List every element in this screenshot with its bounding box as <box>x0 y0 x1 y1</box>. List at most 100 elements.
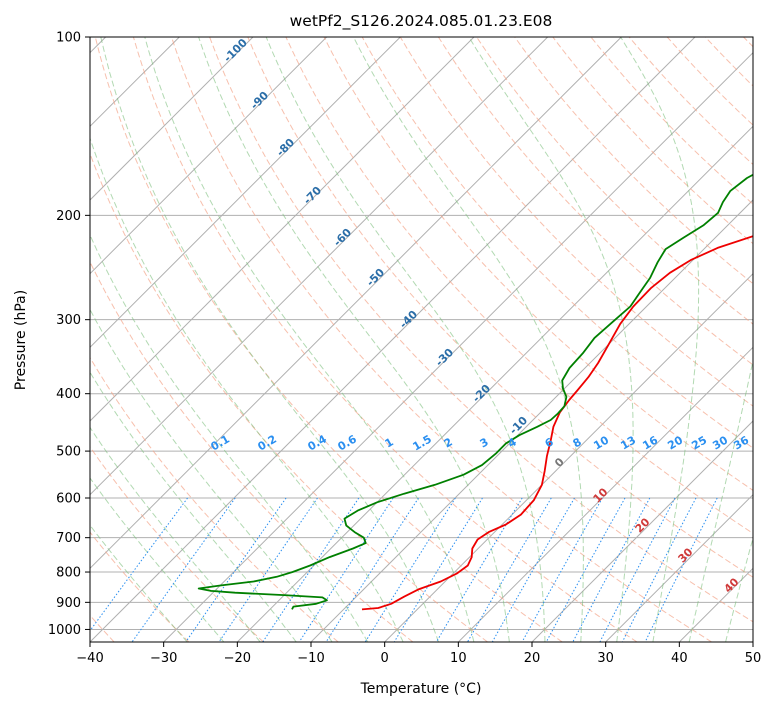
moist-adiabat <box>688 358 753 642</box>
isotherm-line <box>90 37 254 201</box>
mixing-ratio-label: 0.1 <box>209 432 232 453</box>
isotherm-line <box>90 37 549 496</box>
y-axis-ticks: 100 200 300 400 500 600 700 800 900 1000 <box>48 31 90 638</box>
mixing-ratio-label: 0.2 <box>256 432 279 453</box>
isotherm-line <box>90 37 622 570</box>
moist-adiabat <box>265 37 546 642</box>
moist-adiabat-label: 40 <box>722 575 742 595</box>
moist-adiabat <box>144 37 475 642</box>
moist-adiabat <box>90 524 188 642</box>
dry-adiabat-label: -10 <box>507 414 530 437</box>
y-tick-label: 800 <box>56 566 81 581</box>
dry-adiabat <box>704 37 753 87</box>
mixing-ratio-line <box>545 497 626 642</box>
mixing-ratio-label: 13 <box>618 434 638 453</box>
moist-adiabat <box>90 136 404 642</box>
isotherm-line <box>678 567 753 642</box>
mixing-ratio-line <box>90 497 188 632</box>
dry-adiabat-label: -30 <box>433 346 456 369</box>
moist-adiabat-label: 30 <box>676 545 696 565</box>
dry-adiabat <box>94 37 563 642</box>
y-tick-label: 300 <box>56 313 81 328</box>
mixing-ratio-label: 25 <box>689 434 709 453</box>
dry-adiabat <box>209 37 753 623</box>
x-tick-label: −40 <box>76 651 103 666</box>
mixing-ratio-line <box>644 497 718 642</box>
temperature-profile-line <box>361 235 753 611</box>
y-axis-label: Pressure (hPa) <box>13 290 29 390</box>
mixing-ratio-label: 10 <box>591 433 611 452</box>
isotherm-line <box>90 37 401 349</box>
dry-adiabat <box>514 37 753 285</box>
mixing-ratio-label: 30 <box>710 433 730 452</box>
x-tick-label: 20 <box>524 651 541 666</box>
y-tick-label: 500 <box>56 445 81 460</box>
mixing-ratio-label: 6 <box>543 435 556 450</box>
isotherm-line <box>163 51 753 642</box>
plot-frame <box>89 36 754 643</box>
isotherm-line <box>90 37 328 275</box>
isotherm-line <box>457 346 753 642</box>
mixing-ratio-lines <box>90 497 718 642</box>
mixing-ratio-line <box>218 497 318 642</box>
sounding-series <box>197 173 753 611</box>
mixing-ratio-label: 16 <box>640 433 660 452</box>
mixing-ratio-label: 0.4 <box>306 432 330 453</box>
mixing-ratio-line <box>298 497 394 642</box>
dry-adiabat-label: -70 <box>301 184 324 207</box>
mixing-ratio-line <box>521 497 603 642</box>
moist-adiabat <box>620 37 700 642</box>
x-tick-label: −10 <box>297 651 324 666</box>
dry-adiabat-label: -90 <box>248 89 271 112</box>
mixing-ratio-label: 2 <box>442 435 455 450</box>
moist-adiabat <box>90 477 225 642</box>
y-tick-label: 200 <box>56 209 81 224</box>
mixing-ratio-line <box>185 497 287 642</box>
mixing-ratio-line <box>262 497 360 642</box>
moist-adiabat <box>90 371 297 642</box>
dry-adiabat <box>90 356 339 642</box>
dry-adiabat <box>90 446 264 642</box>
dry-adiabat <box>90 531 190 642</box>
moist-adiabat <box>90 308 333 642</box>
x-tick-label: −20 <box>224 651 251 666</box>
dry-adiabat <box>90 152 488 642</box>
x-tick-label: 30 <box>597 651 614 666</box>
isobar-gridlines <box>90 37 753 630</box>
plot-area <box>90 37 753 642</box>
dry-adiabat-label: -100 <box>221 36 250 65</box>
mixing-ratio-label: 20 <box>665 433 685 452</box>
y-tick-label: 700 <box>56 531 81 546</box>
moist-adiabat <box>725 536 753 642</box>
isotherm-line <box>752 641 753 642</box>
isotherm-line <box>90 37 696 642</box>
moist-adiabat <box>100 37 439 642</box>
mixing-ratio-line <box>435 497 523 642</box>
mixing-ratio-line <box>325 497 419 642</box>
moist-adiabat-label: 10 <box>591 485 611 505</box>
dry-adiabat <box>361 37 753 449</box>
mixing-ratio-line <box>599 497 676 642</box>
moist-adiabat <box>353 37 584 642</box>
x-axis-label: Temperature (°C) <box>360 681 482 697</box>
dry-adiabat <box>552 37 753 245</box>
x-tick-label: 50 <box>745 651 762 666</box>
isotherm-line <box>605 493 753 642</box>
moist-adiabat <box>90 426 261 642</box>
mixing-ratio-line <box>572 497 651 642</box>
dry-adiabat <box>476 37 753 325</box>
dry-adiabat-label: -20 <box>470 382 493 405</box>
dry-adiabat <box>285 37 753 534</box>
dry-adiabat-label: -60 <box>331 226 354 249</box>
mixing-ratio-line <box>621 497 697 642</box>
x-tick-label: 10 <box>450 651 467 666</box>
dry-adiabat <box>171 37 712 642</box>
x-tick-label: 40 <box>671 651 688 666</box>
isotherm-line <box>531 420 753 642</box>
isotherm-line <box>236 125 753 642</box>
y-tick-label: 1000 <box>48 623 81 638</box>
mixing-ratio-line <box>364 497 456 642</box>
x-axis-ticks: −40 −30 −20 −10 0 10 20 30 40 50 <box>76 642 761 666</box>
chart-title: wetPf2_S126.2024.085.01.23.E08 <box>290 12 553 31</box>
